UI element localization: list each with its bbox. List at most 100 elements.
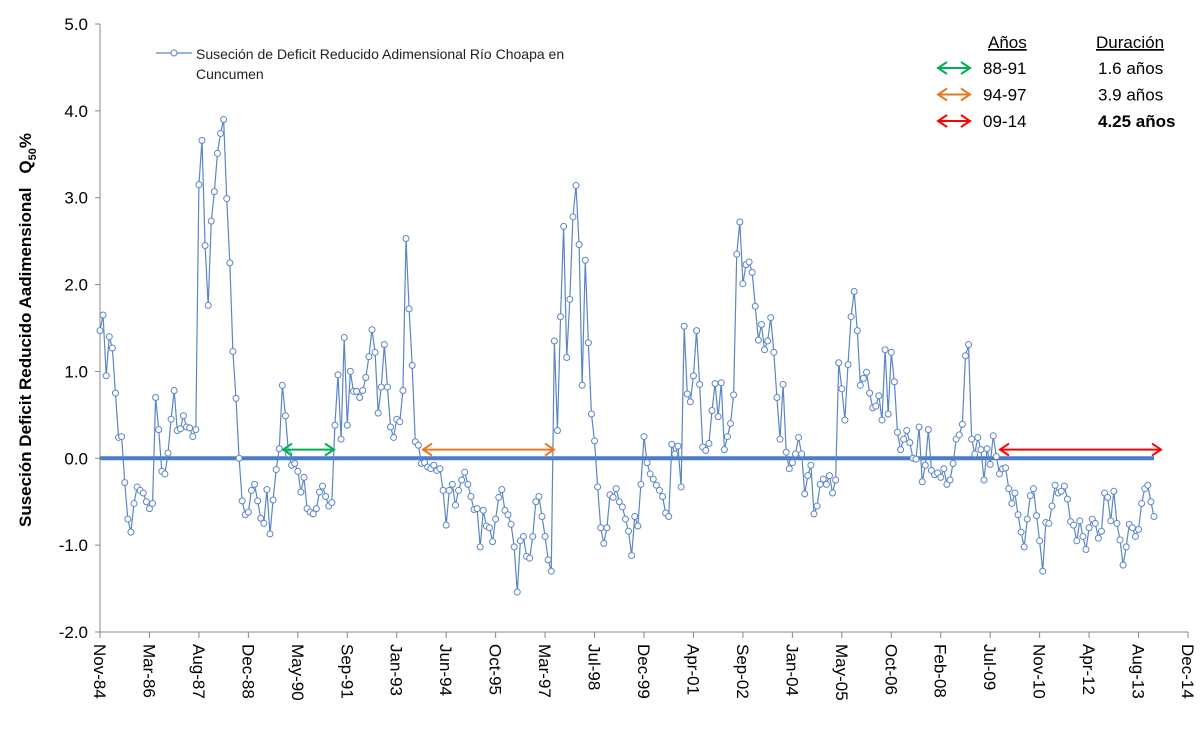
data-point bbox=[832, 476, 840, 484]
data-point bbox=[748, 268, 756, 276]
data-point bbox=[458, 476, 466, 484]
data-point bbox=[875, 392, 883, 400]
data-point bbox=[513, 588, 521, 596]
data-point bbox=[785, 465, 793, 473]
x-tick-label: Mar-86 bbox=[139, 644, 158, 698]
data-point bbox=[597, 524, 605, 532]
data-point bbox=[108, 344, 116, 352]
data-point bbox=[476, 543, 484, 551]
data-point bbox=[625, 527, 633, 535]
data-point bbox=[538, 512, 546, 520]
data-point bbox=[1094, 534, 1102, 542]
data-point bbox=[260, 519, 268, 527]
data-point bbox=[856, 381, 864, 389]
x-tick-label: Jan-04 bbox=[782, 644, 801, 696]
data-point bbox=[281, 412, 289, 420]
data-point bbox=[652, 481, 660, 489]
data-point bbox=[257, 514, 265, 522]
data-point bbox=[1076, 517, 1084, 525]
data-point bbox=[1045, 519, 1053, 527]
data-point bbox=[408, 361, 416, 369]
data-point bbox=[1063, 495, 1071, 503]
data-point bbox=[479, 506, 487, 514]
data-point bbox=[1144, 481, 1152, 489]
data-point bbox=[346, 367, 354, 375]
data-point bbox=[176, 425, 184, 433]
data-point bbox=[155, 426, 163, 434]
data-point bbox=[646, 470, 654, 478]
data-point bbox=[445, 486, 453, 494]
data-point bbox=[696, 380, 704, 388]
data-point bbox=[853, 327, 861, 335]
data-point bbox=[455, 486, 463, 494]
data-point bbox=[776, 435, 784, 443]
data-point bbox=[1060, 482, 1068, 490]
data-point bbox=[795, 433, 803, 441]
y-axis-suffix: % bbox=[16, 133, 35, 148]
data-point bbox=[461, 468, 469, 476]
data-point bbox=[903, 426, 911, 434]
data-point bbox=[708, 407, 716, 415]
data-point bbox=[897, 446, 905, 454]
data-point bbox=[510, 543, 518, 551]
data-point bbox=[229, 347, 237, 355]
data-point bbox=[872, 402, 880, 410]
data-point bbox=[198, 136, 206, 144]
data-point bbox=[247, 486, 255, 494]
data-point bbox=[745, 258, 753, 266]
data-point bbox=[915, 423, 923, 431]
data-point bbox=[566, 295, 574, 303]
data-point bbox=[591, 437, 599, 445]
data-point bbox=[615, 498, 623, 506]
x-tick-label: Aug-13 bbox=[1129, 644, 1148, 699]
data-point bbox=[118, 433, 126, 441]
data-point bbox=[739, 280, 747, 288]
data-point bbox=[130, 499, 138, 507]
duration-header: Duración bbox=[1096, 33, 1164, 52]
data-point bbox=[399, 387, 407, 395]
data-point bbox=[594, 483, 602, 491]
data-point bbox=[1116, 536, 1124, 544]
data-point bbox=[532, 498, 540, 506]
data-point bbox=[152, 393, 160, 401]
x-tick-label: Nov-10 bbox=[1030, 644, 1049, 699]
data-point bbox=[798, 450, 806, 458]
period-arrow-head bbox=[998, 442, 1010, 457]
data-point bbox=[553, 426, 561, 434]
data-point bbox=[835, 359, 843, 367]
data-point bbox=[958, 420, 966, 428]
legend-label: Suseción de Deficit Reducido Adimensiona… bbox=[196, 46, 565, 82]
data-point bbox=[179, 412, 187, 420]
data-point bbox=[754, 336, 762, 344]
data-point bbox=[881, 346, 889, 354]
data-point bbox=[451, 501, 459, 509]
data-point bbox=[693, 327, 701, 335]
data-point bbox=[365, 353, 373, 361]
data-point bbox=[170, 387, 178, 395]
data-point bbox=[801, 490, 809, 498]
period-arrow-head bbox=[544, 442, 556, 457]
x-tick-label: Oct-06 bbox=[881, 644, 900, 695]
data-point bbox=[643, 459, 651, 467]
data-point bbox=[529, 532, 537, 540]
data-point bbox=[946, 476, 954, 484]
data-point bbox=[1023, 515, 1031, 523]
data-point bbox=[804, 472, 812, 480]
data-point bbox=[464, 480, 472, 488]
period-header: Años bbox=[988, 33, 1027, 52]
data-point bbox=[977, 446, 985, 454]
data-point bbox=[526, 554, 534, 562]
data-point bbox=[300, 473, 308, 481]
y-tick-label: 1.0 bbox=[64, 362, 88, 381]
data-point bbox=[201, 241, 209, 249]
x-tick-label: Apr-12 bbox=[1079, 644, 1098, 695]
data-point bbox=[99, 311, 107, 319]
data-point bbox=[331, 421, 339, 429]
data-point bbox=[631, 512, 639, 520]
data-point bbox=[829, 489, 837, 497]
data-point bbox=[983, 445, 991, 453]
data-point bbox=[655, 486, 663, 494]
period-arrow-head bbox=[324, 442, 336, 457]
